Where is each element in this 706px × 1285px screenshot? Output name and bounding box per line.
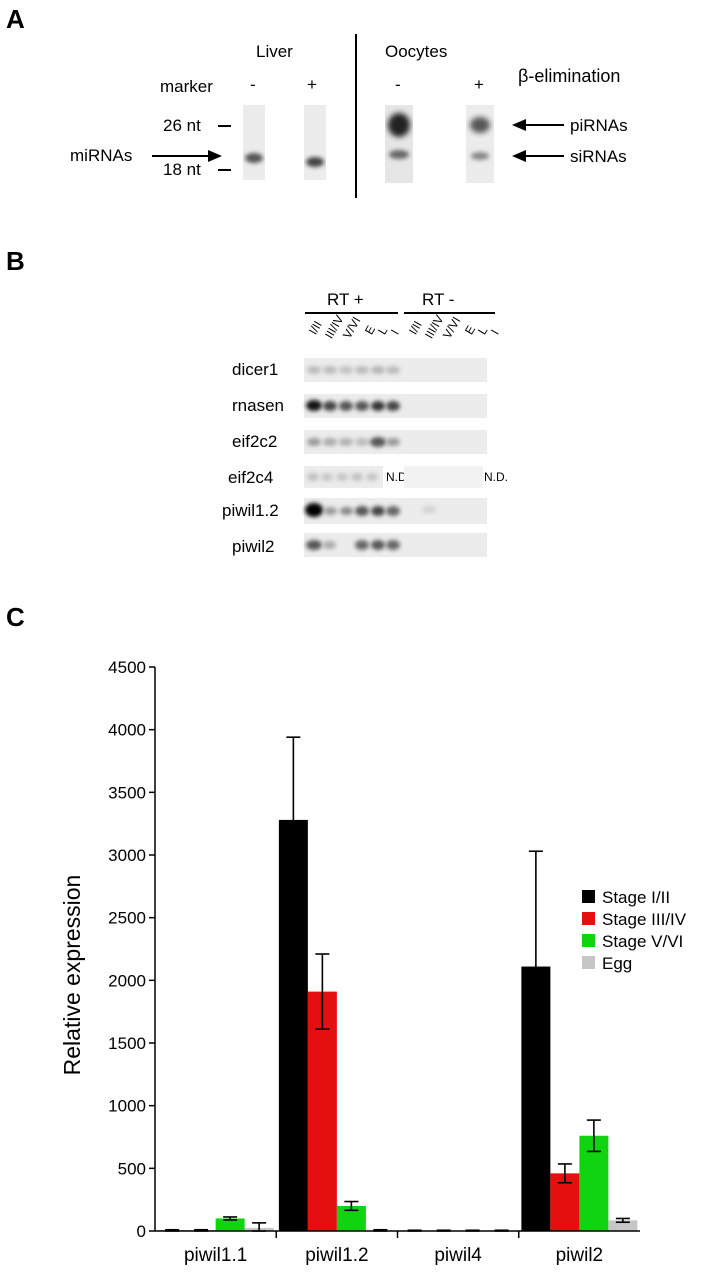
legend: Stage I/II Stage III/IV Stage V/VI Egg (582, 888, 687, 973)
y-tick-label: 4500 (108, 658, 146, 677)
legend-label: Egg (602, 954, 632, 973)
y-tick-label: 3500 (108, 783, 146, 802)
gel-row-rnasen (304, 394, 487, 418)
beta-elimination-label: β-elimination (518, 66, 621, 86)
rt-plus-bracket (305, 312, 398, 314)
y-tick-label: 4000 (108, 721, 146, 740)
y-tick-label: 2500 (108, 909, 146, 928)
y-axis-label: Relative expression (59, 875, 85, 1076)
bar (215, 1218, 245, 1231)
panel-c: 0 500 1000 1500 2000 2500 3000 3500 4000 4500 piw… (0, 640, 706, 1280)
y-tick-label: 2000 (108, 971, 146, 990)
x-axis: piwil1.1 piwil1.2 piwil4 piwil2 (155, 1230, 640, 1266)
legend-swatch (582, 890, 595, 903)
legend-swatch (582, 956, 595, 969)
gel-row-eif2c4-rt-minus (404, 466, 483, 488)
legend-swatch (582, 912, 595, 925)
nd-label-rt-minus: N.D. (484, 470, 508, 484)
gel-lane-liver-plus (304, 105, 326, 180)
bars (157, 736, 638, 1232)
mirnas-arrow-icon (152, 150, 222, 162)
size-18nt-label: 18 nt (163, 160, 201, 179)
x-tick-label: piwil1.2 (305, 1245, 368, 1266)
rt-plus-label: RT + (327, 290, 364, 309)
lane-label: I (488, 327, 502, 337)
y-tick-label: 500 (118, 1159, 146, 1178)
gel-row-piwil2 (304, 533, 487, 557)
sirnas-label: siRNAs (570, 147, 627, 166)
legend-label: Stage III/IV (602, 910, 687, 929)
sirnas-arrow-icon (512, 150, 564, 162)
y-tick-label: 1500 (108, 1034, 146, 1053)
gene-label-eif2c2: eif2c2 (232, 432, 278, 451)
gel-row-eif2c4-rt-plus (304, 466, 383, 488)
gel-lane-liver-minus (243, 105, 265, 180)
liver-oocytes-divider (355, 34, 357, 198)
panel-letter-b: B (6, 246, 25, 276)
lane-label: I (388, 327, 402, 337)
gel-row-dicer1 (304, 358, 487, 382)
gene-label-dicer1: dicer1 (232, 360, 279, 379)
y-tick-label: 3000 (108, 846, 146, 865)
bar (307, 991, 337, 1231)
x-tick-label: piwil4 (434, 1245, 482, 1266)
x-tick-label: piwil1.1 (184, 1245, 247, 1266)
mirnas-label: miRNAs (70, 146, 133, 165)
lane-plus-liver: + (307, 75, 317, 94)
lane-minus-liver: - (250, 75, 256, 94)
gel-row-eif2c2 (304, 430, 487, 454)
legend-swatch (582, 934, 595, 947)
lane-plus-oocytes: + (474, 75, 484, 94)
lane-minus-oocytes: - (395, 75, 401, 94)
pirnas-label: piRNAs (570, 116, 628, 135)
bar (608, 1220, 638, 1231)
y-tick-label: 0 (137, 1222, 146, 1241)
legend-label: Stage V/VI (602, 932, 683, 951)
x-tick-label: piwil2 (556, 1245, 604, 1266)
gel-lane-oocytes-minus (385, 105, 413, 183)
legend-label: Stage I/II (602, 888, 670, 907)
size-26nt-label: 26 nt (163, 116, 201, 135)
gene-label-piwil2: piwil2 (232, 537, 275, 556)
gene-label-eif2c4: eif2c4 (228, 468, 274, 487)
bar-chart: 0 500 1000 1500 2000 2500 3000 3500 4000 4500 piw… (59, 658, 687, 1266)
size-26nt-tick (218, 125, 231, 127)
size-18nt-tick (218, 169, 231, 171)
gel-lane-oocytes-plus (466, 105, 494, 183)
gel-row-piwil1-2 (304, 498, 487, 524)
marker-label: marker (160, 77, 213, 96)
y-tick-label: 1000 (108, 1097, 146, 1116)
y-axis: 0 500 1000 1500 2000 2500 3000 3500 4000 4500 (108, 658, 156, 1241)
liver-label: Liver (256, 42, 293, 61)
gene-label-piwil1-2: piwil1.2 (222, 501, 279, 520)
pirnas-arrow-icon (512, 119, 564, 131)
gene-label-rnasen: rnasen (232, 396, 284, 415)
rt-minus-bracket (404, 312, 495, 314)
oocytes-label: Oocytes (385, 42, 448, 61)
rt-minus-label: RT - (422, 290, 455, 309)
panel-letter-c: C (6, 602, 25, 632)
panel-letter-a: A (6, 4, 25, 34)
